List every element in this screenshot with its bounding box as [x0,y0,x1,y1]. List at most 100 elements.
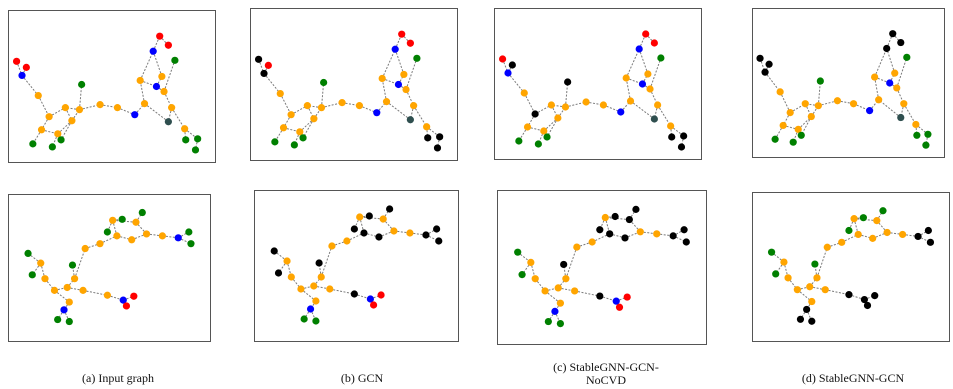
graph-node [779,121,787,130]
graph-node [531,110,539,118]
graph-node [343,237,351,245]
graph-node [926,238,935,246]
graph-node [312,317,320,325]
graph-node [789,138,797,146]
graph-node [554,284,562,292]
graph-node [310,115,318,123]
graph-node [626,97,635,105]
graph-node [306,305,315,313]
graph-node [850,215,858,223]
graph-node [814,102,822,110]
graph-edge [848,294,865,301]
graph-node [50,286,59,294]
graph-node [181,125,189,133]
graph-edge [381,49,396,79]
graph-edge [302,118,315,139]
graph-node [320,78,328,87]
graph-node [650,39,658,47]
graph-node [373,109,381,117]
graph-edge [896,57,908,89]
graph-edge [507,72,525,94]
graph-node [24,249,32,257]
graph-node [776,88,784,96]
graph-edge [903,103,917,125]
graph-node [300,315,308,323]
graph-panel-top-d [752,8,945,158]
graph-edge [67,286,84,291]
graph-edge [874,48,888,78]
graph-node [611,212,619,221]
graph-node [254,55,263,63]
graph-node [164,118,172,126]
graph-node [520,89,528,97]
graph-node [922,141,930,149]
graph-edge [625,77,632,102]
graph-edge [60,120,73,141]
molecule-graph [12,32,202,154]
graph-node [582,98,590,106]
graph-edge [329,288,355,295]
graph-node [823,243,831,251]
graph-edge [787,277,798,291]
graph-node [390,227,398,235]
graph-node [547,101,555,109]
graph-node [883,228,891,237]
graph-edge [107,294,124,301]
graph-edge [502,58,509,74]
graph-node [29,140,37,148]
graph-node [544,317,552,326]
graph-node [96,101,104,109]
graph-node [433,144,442,152]
graph-node [54,130,62,138]
caption-input-graph: (a) Input graph [82,371,154,385]
graph-node [413,54,421,62]
graph-edge [656,233,674,237]
graph-node [355,102,364,110]
graph-node [912,120,920,129]
graph-edge [809,286,826,291]
graph-edge [887,231,903,235]
graph-node [274,269,283,277]
graph-node [400,70,408,79]
graph-node [531,275,539,283]
molecule-graph [767,207,935,325]
graph-edge [564,81,569,108]
graph-node [54,315,62,324]
graph-edge [576,241,593,248]
graph-node [771,135,779,143]
graph-node [174,234,182,242]
graph-node [765,60,773,68]
graph-node [813,274,821,282]
graph-node [632,205,640,213]
graph-edge [394,33,403,50]
graph-edge [405,58,418,90]
graph-edge [171,107,186,130]
graph-panel-bottom-a [8,194,211,342]
graph-node [317,104,326,112]
graph-node [554,114,562,122]
graph-edge [313,285,330,290]
graph-node [650,115,658,123]
graph-node [81,244,89,253]
graph-edge [283,114,292,129]
graph-node [433,225,441,233]
graph-node [65,317,73,326]
graph-node [149,47,157,55]
graph-node [540,127,548,135]
graph-node [667,122,675,130]
graph-edge [382,218,395,232]
graph-node [37,126,46,134]
graph-edge [640,231,657,235]
graph-node [109,216,117,224]
graph-node [22,63,30,71]
graph-node [680,132,688,140]
graph-node [869,234,877,242]
graph-node [12,57,21,65]
graph-node [677,143,686,151]
graph-edge [609,233,626,239]
graph-node [606,230,614,238]
graph-node [621,234,629,242]
graph-edge [146,233,163,237]
graph-node [871,73,879,81]
graph-node [75,106,84,114]
